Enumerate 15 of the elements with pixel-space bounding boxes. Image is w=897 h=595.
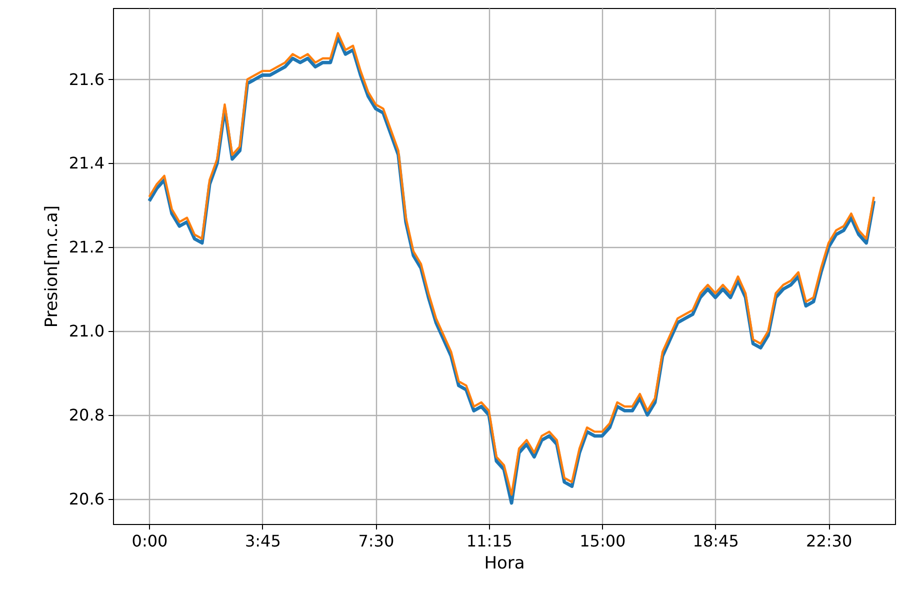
y-tick-label: 21.4 <box>68 154 104 173</box>
x-tick-label: 18:45 <box>692 532 739 550</box>
x-axis-title: Hora <box>484 554 525 574</box>
y-tick-label: 20.6 <box>68 489 104 508</box>
x-tick-label: 3:45 <box>244 532 281 550</box>
y-axis-title: Presion[m.c.a] <box>42 205 62 328</box>
x-tick-label: 22:30 <box>806 532 852 550</box>
x-tick-label: 7:30 <box>358 532 394 550</box>
x-tick-label: 11:15 <box>466 532 512 550</box>
y-tick-label: 20.8 <box>68 405 104 424</box>
x-tick-label: 15:00 <box>580 532 626 550</box>
y-tick-label: 21.6 <box>68 70 104 89</box>
x-tick-label: 0:00 <box>132 532 168 550</box>
y-tick-label: 21.0 <box>68 322 104 341</box>
y-tick-label: 21.2 <box>68 238 104 257</box>
